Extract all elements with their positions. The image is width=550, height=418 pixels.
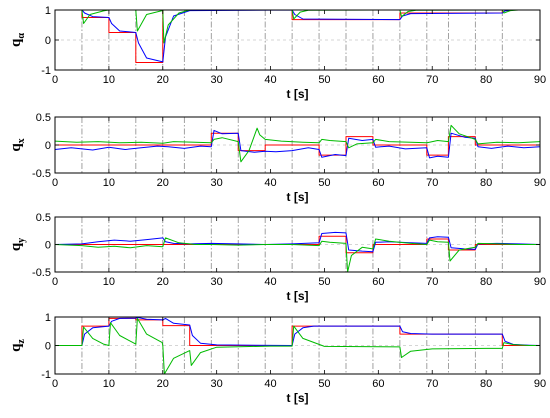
x-tick-label: 60 [372,378,384,390]
series-line-1 [55,235,540,254]
x-tick-label: 40 [264,74,276,86]
x-tick-label: 10 [103,378,115,390]
y-axis-label: qy [8,238,27,251]
series-line-3 [54,124,541,163]
y-tick-label: -0.5 [32,168,51,180]
y-axis-label-main: q [8,242,24,251]
x-tick-label: 60 [372,276,384,288]
x-axis-label: t [s] [287,190,309,204]
y-tick-label: -0.5 [32,267,51,279]
y-axis-label-main: q [8,143,24,152]
x-tick-label: 0 [52,378,58,390]
x-tick-label: 50 [318,378,330,390]
x-tick-label: 70 [426,378,438,390]
x-tick-label: 70 [426,177,438,189]
series-line-2 [55,9,540,63]
y-tick-label: 1 [45,312,51,324]
x-axis-label: t [s] [287,87,309,101]
series-line-3 [54,237,540,273]
x-tick-label: 50 [318,177,330,189]
y-tick-label: 0 [45,240,51,252]
series-line-2 [55,317,541,346]
x-tick-label: 80 [480,177,492,189]
x-tick-label: 40 [264,378,276,390]
series-line-2 [54,231,541,253]
x-tick-label: 0 [52,276,58,288]
y-tick-label: -1 [41,65,51,77]
series-line-3 [55,317,540,375]
x-tick-label: 20 [157,276,169,288]
x-tick-label: 30 [211,74,223,86]
y-axis-label-subscript: x [16,138,27,143]
x-tick-label: 0 [52,74,58,86]
x-tick-label: 80 [480,378,492,390]
x-tick-label: 20 [157,74,169,86]
x-tick-label: 30 [211,378,223,390]
y-axis-label: qz [8,339,27,352]
series-line-2 [54,129,541,159]
x-tick-label: 40 [264,177,276,189]
y-axis-label-subscript: z [16,339,27,344]
x-tick-label: 70 [426,276,438,288]
x-tick-label: 80 [480,276,492,288]
x-tick-label: 90 [534,74,546,86]
y-axis-label-main: q [8,38,24,47]
x-tick-label: 60 [372,177,384,189]
y-tick-label: 1 [45,5,51,17]
x-tick-label: 90 [534,378,546,390]
x-tick-label: 20 [157,378,169,390]
x-tick-label: 20 [157,177,169,189]
y-axis-label-main: q [8,343,24,352]
x-tick-label: 40 [264,276,276,288]
panel-2: 0 10 20 30 40 50 60 70 80 900.50-0.5t [s]qx [8,112,546,204]
x-tick-label: 70 [426,74,438,86]
x-tick-label: 90 [534,276,546,288]
x-tick-label: 10 [103,74,115,86]
y-tick-label: 0.5 [36,212,51,224]
x-tick-label: 80 [480,74,492,86]
x-tick-label: 50 [318,74,330,86]
x-tick-label: 10 [103,177,115,189]
x-tick-label: 0 [52,177,58,189]
panel-3: 0 10 20 30 40 50 60 70 80 900.50-0.5t [s]qy [8,212,546,303]
y-tick-label: 0.5 [36,112,51,124]
y-axis-label: qα [8,33,27,47]
x-axis-label: t [s] [287,391,309,405]
y-tick-label: 0 [45,140,51,152]
y-tick-label: -1 [41,369,51,381]
x-tick-label: 10 [103,276,115,288]
x-axis-label: t [s] [287,289,309,303]
y-tick-label: 0 [45,35,51,47]
y-axis-label-subscript: y [16,238,27,243]
x-tick-label: 30 [211,276,223,288]
x-tick-label: 50 [318,276,330,288]
y-tick-label: 0 [45,341,51,353]
x-tick-label: 30 [211,177,223,189]
x-tick-label: 60 [372,74,384,86]
y-axis-label-subscript: α [16,33,27,39]
x-tick-label: 90 [534,177,546,189]
y-axis-label: qx [8,138,27,151]
